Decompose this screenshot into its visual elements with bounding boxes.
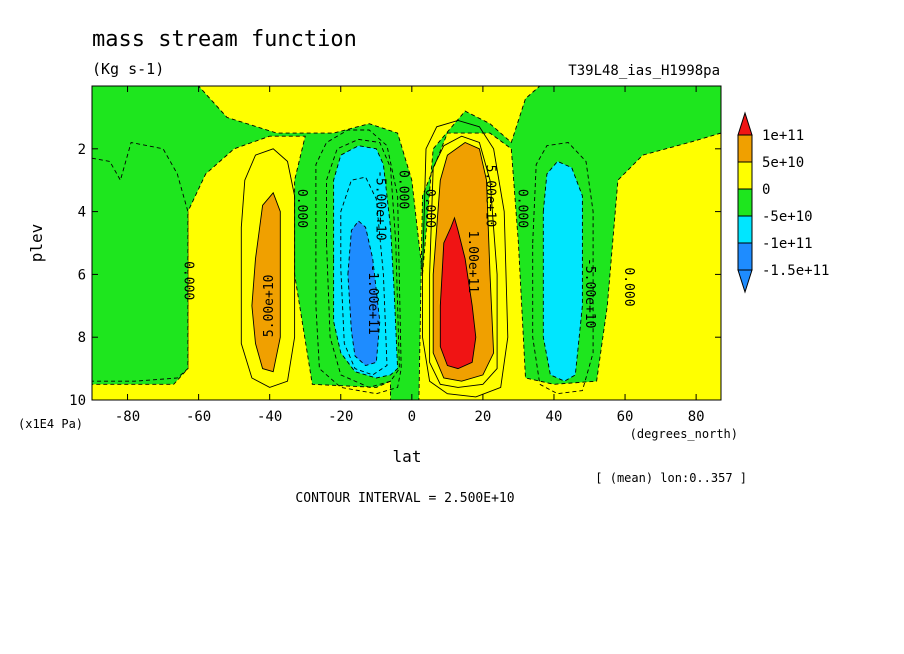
x-tick-label: 60	[617, 409, 634, 425]
contour-line-4	[422, 120, 509, 398]
x-tick-label: -20	[328, 409, 353, 425]
colorbar-tick-label: 5e+10	[762, 155, 804, 171]
contour-region-neg1-1	[92, 141, 189, 382]
experiment-label: T39L48_ias_H1998pa	[568, 63, 720, 79]
colorbar-tick-label: -1e+11	[762, 236, 813, 252]
colorbar-tick-label: 0	[762, 182, 770, 198]
y-axis-label: plev	[27, 224, 46, 263]
y-tick-label: 2	[78, 142, 86, 158]
contour-region-pos1-5	[251, 191, 281, 373]
contour-field	[92, 86, 721, 400]
colorbar-bottom-arrow	[737, 269, 753, 294]
y-tick-label: 4	[78, 205, 86, 221]
y-axis: 2 4 6 8 10	[69, 142, 721, 409]
y-tick-label: 10	[69, 393, 86, 409]
contour-label: -5.00e+10	[582, 258, 597, 328]
contour-label: 5.00e+10	[262, 274, 277, 337]
colorbar: 1e+11 5e+10 0 -5e+10 -1e+11 -1.5e+11	[737, 111, 829, 294]
x-axis-label: lat	[393, 447, 422, 466]
contour-line-1	[315, 129, 402, 395]
contour-label: 5.00e+10	[483, 165, 498, 228]
contour-lines	[240, 120, 594, 398]
contour-line-3	[340, 176, 388, 376]
colorbar-band	[737, 215, 753, 244]
x-tick-label: -80	[115, 409, 140, 425]
contour-label: 0.000	[621, 267, 636, 306]
contour-label: 1.00e+11	[465, 231, 480, 294]
contour-label: 0.000	[180, 261, 195, 300]
colorbar-tick-label: -1.5e+11	[762, 263, 829, 279]
contour-label: 0.000	[422, 189, 437, 228]
x-tick-label: -40	[257, 409, 282, 425]
y-axis-unit: (x1E4 Pa)	[18, 417, 83, 431]
contour-line-0	[240, 148, 296, 388]
contour-region-neg3-4	[347, 220, 381, 367]
x-tick-label: 0	[408, 409, 416, 425]
x-axis-unit: (degrees_north)	[630, 427, 738, 441]
colorbar-tick-label: -5e+10	[762, 209, 813, 225]
contour-interval: CONTOUR INTERVAL = 2.500E+10	[295, 491, 514, 506]
plot-frame	[91, 85, 722, 401]
colorbar-band	[737, 134, 753, 163]
contour-label: -5.00e+10	[372, 170, 387, 240]
x-tick-label: 20	[474, 409, 491, 425]
x-tick-label: -60	[186, 409, 211, 425]
x-tick-label: 80	[688, 409, 705, 425]
mean-note: [ (mean) lon:0..357 ]	[595, 471, 747, 485]
x-axis: -80 -60 -40 -20 0 20 40 60 80	[115, 86, 705, 425]
contour-region-neg2-3	[542, 160, 583, 382]
contour-labels: 0.000 0.000 0.000 0.000 0.000 0.000 5.00e+10 -5…	[180, 165, 636, 338]
y-tick-label: 6	[78, 267, 86, 283]
contour-line-6	[532, 142, 594, 395]
colorbar-band	[737, 161, 753, 190]
y-tick-label: 8	[78, 330, 86, 346]
contour-label: 0.000	[395, 170, 410, 209]
colorbar-band	[737, 188, 753, 217]
colorbar-top-arrow	[737, 111, 753, 136]
chart-units: (Kg s-1)	[92, 60, 164, 78]
contour-label: 0.000	[514, 189, 529, 228]
x-tick-label: 40	[546, 409, 563, 425]
colorbar-tick-label: 1e+11	[762, 128, 804, 144]
contour-label: -1.00e+11	[365, 264, 380, 334]
contour-label: 0.000	[294, 189, 309, 228]
chart-title: mass stream function	[92, 27, 357, 52]
contour-line-5	[429, 135, 498, 388]
contour-line-2	[326, 138, 400, 388]
colorbar-band	[737, 242, 753, 271]
contour-region-pos2-7	[439, 216, 477, 370]
